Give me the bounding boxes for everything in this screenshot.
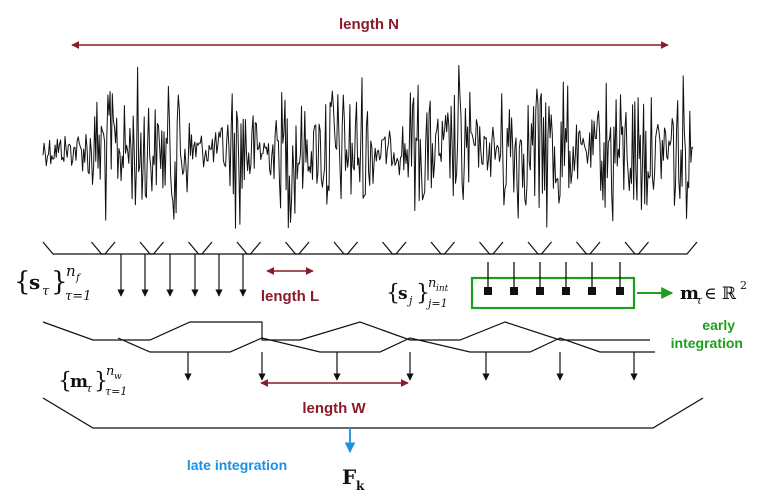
frame-window — [624, 241, 698, 255]
frame-window — [188, 241, 261, 255]
svg-text:j=1: j=1 — [425, 297, 448, 310]
length-n-label: length N — [339, 16, 399, 33]
svg-text:{: { — [386, 281, 400, 306]
frame-window — [42, 241, 116, 255]
frame-window — [285, 241, 358, 255]
svg-text:τ: τ — [696, 294, 703, 307]
integration-label: integration — [671, 335, 743, 351]
early-label: early — [702, 317, 735, 333]
svg-text:f: f — [75, 273, 82, 284]
svg-text:τ: τ — [42, 284, 50, 299]
frame-window — [139, 241, 213, 255]
svg-text:}: } — [51, 267, 68, 297]
frame-arrows — [117, 254, 247, 297]
svg-text:}: } — [94, 369, 108, 394]
svg-text:∈ ℝ: ∈ ℝ — [704, 284, 737, 304]
svg-text:m: m — [70, 372, 88, 392]
svg-text:int: int — [436, 284, 449, 294]
late-integration-window — [42, 397, 704, 429]
early-integration-box — [470, 276, 636, 310]
frame-window — [576, 241, 649, 255]
late-integration-label: late integration — [187, 457, 287, 473]
svg-text:n: n — [66, 262, 76, 280]
subframe-marker — [510, 287, 518, 295]
svg-text:j: j — [406, 294, 413, 307]
frame-window — [479, 241, 552, 255]
window-lower — [117, 337, 655, 353]
svg-text:n: n — [428, 276, 436, 291]
frame-window — [527, 241, 601, 255]
svg-text:{: { — [14, 267, 31, 297]
svg-text:2: 2 — [740, 279, 747, 292]
svg-text:τ=1: τ=1 — [105, 385, 127, 398]
audio-waveform — [42, 65, 694, 229]
m-tau-in-r2: m τ ∈ ℝ 2 — [680, 279, 747, 307]
frame-window — [430, 241, 504, 255]
svg-text:{: { — [58, 369, 72, 394]
svg-text:τ=1: τ=1 — [65, 289, 91, 304]
frames-set-label: { s τ } n f τ=1 — [14, 262, 91, 304]
frame-window — [236, 241, 310, 255]
svg-text:s: s — [29, 270, 40, 294]
svg-text:F: F — [342, 465, 356, 489]
svg-text:}: } — [416, 281, 430, 306]
svg-text:s: s — [398, 284, 408, 304]
svg-text:k: k — [356, 479, 365, 493]
subframe-marker — [588, 287, 596, 295]
subframe-marker — [536, 287, 544, 295]
svg-text:n: n — [106, 364, 114, 379]
subframes-set-label: { s j } n int j=1 — [386, 276, 449, 310]
windows-set-label: { m τ } n w τ=1 — [58, 364, 127, 398]
svg-text:w: w — [114, 372, 122, 382]
subframe-marker — [616, 287, 624, 295]
frame-window — [382, 241, 455, 255]
svg-text:τ: τ — [86, 382, 93, 395]
subframe-marker — [484, 287, 492, 295]
frame-windows — [42, 241, 698, 255]
integration-windows — [42, 321, 655, 353]
window-upper — [42, 321, 650, 341]
frame-window — [91, 241, 164, 255]
svg-text:m: m — [680, 283, 699, 304]
frame-window — [333, 241, 407, 255]
feature-vector-fk: F k — [342, 465, 365, 493]
subframe-markers — [484, 262, 624, 295]
subframe-marker — [562, 287, 570, 295]
length-l-label: length L — [261, 288, 319, 305]
length-w-label: length W — [302, 400, 366, 417]
window-arrows — [184, 352, 638, 381]
